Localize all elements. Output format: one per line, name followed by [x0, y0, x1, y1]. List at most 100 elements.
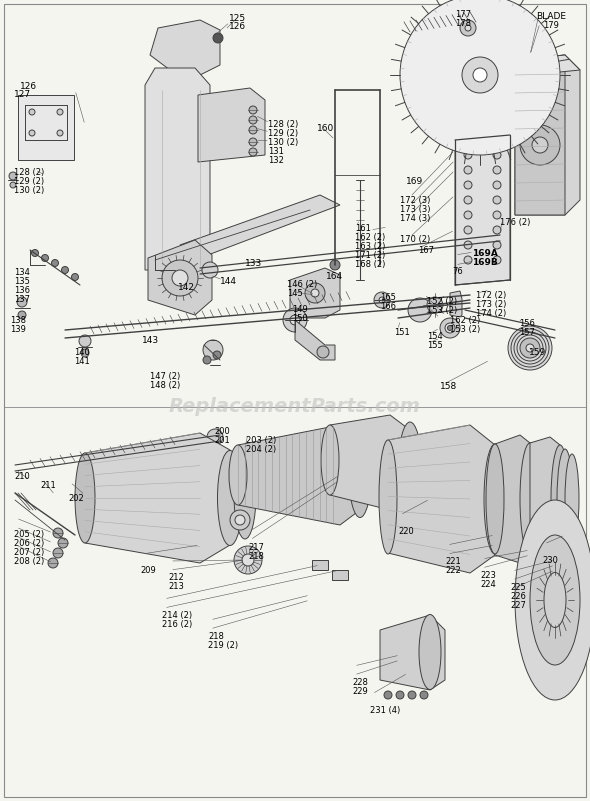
Text: 169A: 169A [472, 249, 498, 258]
Circle shape [57, 109, 63, 115]
Circle shape [464, 226, 472, 234]
Circle shape [493, 181, 501, 189]
Circle shape [532, 137, 548, 153]
Text: 133: 133 [245, 259, 262, 268]
Text: 177: 177 [455, 10, 471, 19]
Text: 128 (2): 128 (2) [268, 120, 299, 129]
Text: 156: 156 [519, 319, 535, 328]
Text: 179: 179 [543, 21, 559, 30]
Text: 127: 127 [14, 90, 31, 99]
Circle shape [420, 691, 428, 699]
Text: 152 (2): 152 (2) [427, 297, 457, 306]
Text: 153 (2): 153 (2) [450, 325, 480, 334]
Circle shape [81, 349, 89, 357]
Text: 222: 222 [445, 566, 461, 575]
Text: 202: 202 [68, 494, 84, 503]
Text: 130 (2): 130 (2) [14, 186, 44, 195]
Circle shape [249, 116, 257, 124]
Text: 162 (2): 162 (2) [355, 233, 385, 242]
Text: 163 (2): 163 (2) [355, 242, 385, 251]
Circle shape [493, 211, 501, 219]
Text: 206 (2): 206 (2) [14, 539, 44, 548]
Text: 217: 217 [248, 543, 264, 552]
Text: 149: 149 [292, 305, 308, 314]
Circle shape [396, 691, 404, 699]
Text: 141: 141 [74, 357, 90, 366]
Circle shape [230, 510, 250, 530]
Polygon shape [530, 437, 560, 561]
Ellipse shape [419, 614, 441, 690]
Text: 223: 223 [480, 571, 496, 580]
Ellipse shape [229, 445, 247, 505]
Text: 200: 200 [214, 427, 230, 436]
Circle shape [445, 323, 455, 333]
Text: 140: 140 [74, 348, 90, 357]
Circle shape [79, 335, 91, 347]
Polygon shape [198, 88, 265, 162]
Polygon shape [85, 433, 230, 563]
Circle shape [440, 318, 460, 338]
Circle shape [203, 340, 223, 360]
Text: 169B: 169B [472, 258, 498, 267]
Circle shape [53, 528, 63, 538]
Circle shape [305, 283, 325, 303]
Polygon shape [238, 425, 360, 525]
Bar [332, 570, 348, 580]
Polygon shape [450, 291, 462, 317]
Circle shape [41, 255, 48, 261]
Circle shape [213, 351, 221, 359]
Circle shape [249, 106, 257, 114]
Circle shape [29, 130, 35, 136]
Circle shape [202, 262, 218, 278]
Text: 226: 226 [510, 592, 526, 601]
Polygon shape [495, 435, 530, 563]
Circle shape [58, 538, 68, 548]
Circle shape [234, 546, 262, 574]
Text: 145: 145 [287, 289, 303, 298]
Circle shape [61, 267, 68, 273]
Text: 201: 201 [214, 436, 230, 445]
Ellipse shape [544, 573, 566, 627]
Text: 132: 132 [268, 156, 284, 165]
Text: 151: 151 [394, 328, 409, 337]
Ellipse shape [218, 450, 242, 545]
Text: 147 (2): 147 (2) [150, 372, 181, 381]
Polygon shape [145, 68, 210, 270]
Text: 231 (4): 231 (4) [370, 706, 400, 715]
Text: 155: 155 [427, 341, 442, 350]
Polygon shape [380, 615, 445, 690]
Circle shape [10, 182, 16, 188]
Ellipse shape [530, 535, 580, 665]
Text: 171 (2): 171 (2) [355, 251, 385, 260]
Circle shape [71, 273, 78, 280]
Text: 143: 143 [142, 336, 159, 345]
Circle shape [408, 691, 416, 699]
Text: 212: 212 [168, 573, 183, 582]
Circle shape [408, 298, 432, 322]
Text: 161: 161 [355, 224, 371, 233]
Circle shape [9, 172, 17, 180]
Text: 227: 227 [510, 601, 526, 610]
Circle shape [427, 297, 443, 313]
Circle shape [493, 196, 501, 204]
Circle shape [400, 0, 560, 155]
Text: 142: 142 [178, 283, 195, 292]
Circle shape [330, 260, 340, 270]
Text: 169: 169 [406, 177, 423, 186]
Circle shape [242, 554, 254, 566]
Ellipse shape [75, 453, 95, 543]
Text: 128 (2): 128 (2) [14, 168, 44, 177]
Circle shape [493, 241, 501, 249]
Text: 173 (3): 173 (3) [400, 205, 431, 214]
Text: 207 (2): 207 (2) [14, 548, 44, 557]
Circle shape [464, 241, 472, 249]
Circle shape [384, 691, 392, 699]
Text: 229: 229 [352, 687, 368, 696]
Circle shape [464, 181, 472, 189]
Text: ReplacementParts.com: ReplacementParts.com [169, 397, 421, 417]
Circle shape [48, 558, 58, 568]
Text: 174 (2): 174 (2) [476, 309, 506, 318]
Polygon shape [290, 268, 340, 318]
Polygon shape [180, 195, 340, 258]
Text: 148 (2): 148 (2) [150, 381, 181, 390]
